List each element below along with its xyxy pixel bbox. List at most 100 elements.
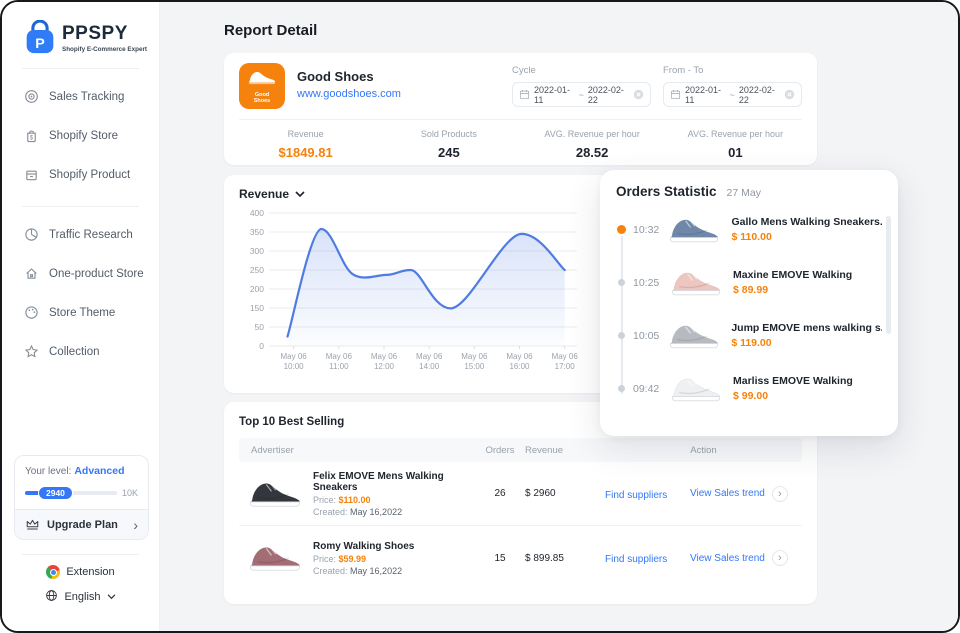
range-start-date: 2022-01-11 (685, 84, 722, 105)
view-sales-trend-link[interactable]: View Sales trend (690, 552, 765, 564)
svg-text:P: P (35, 36, 44, 52)
timeline-dot (618, 385, 625, 392)
sidebar-item-collection[interactable]: Collection (2, 332, 159, 371)
clear-icon[interactable] (784, 89, 795, 100)
metric-avg-revenue-per-hour: AVG. Revenue per hour 01 (664, 129, 807, 160)
chevron-right-button[interactable]: › (771, 485, 788, 502)
table-row: Felix EMOVE Mens Walking Sneakers Price:… (239, 462, 802, 526)
view-sales-trend-link[interactable]: View Sales trend (690, 488, 765, 499)
product-price: $110.00 (338, 494, 371, 505)
product-image (669, 266, 723, 300)
sidebar-item-shopify-product[interactable]: Shopify Product (2, 155, 159, 194)
product-image (667, 319, 721, 353)
column-orders: Orders (485, 444, 515, 456)
svg-text:350: 350 (250, 227, 264, 237)
card-divider (239, 119, 802, 120)
order-item[interactable]: 09:42 Marliss EMOVE Walking $ 99.00 (616, 362, 882, 415)
cycle-datepicker[interactable]: 2022-01-11 ~ 2022-02-22 (512, 82, 651, 107)
order-item[interactable]: 10:25 Maxine EMOVE Walking $ 89.99 (616, 256, 882, 309)
order-item[interactable]: 10:32 Gallo Mens Walking Sneakers... $ 1… (616, 203, 882, 256)
created-date: May 16,2022 (350, 506, 403, 517)
panel-scrollbar[interactable] (886, 216, 891, 334)
orders-timeline: 10:32 Gallo Mens Walking Sneakers... $ 1… (616, 203, 882, 415)
calendar-icon (519, 90, 530, 100)
metric-value: 28.52 (575, 145, 609, 160)
chrome-icon (46, 565, 61, 579)
clear-icon[interactable] (633, 89, 644, 100)
svg-text:300: 300 (250, 246, 264, 256)
order-time: 10:25 (633, 276, 660, 289)
product-name: Maxine EMOVE Walking (733, 269, 853, 281)
sidebar-divider (22, 206, 139, 207)
svg-text:$: $ (30, 134, 34, 141)
price-label: Price: (313, 494, 337, 505)
chart-title: Revenue (239, 187, 290, 201)
created-label: Created: (313, 565, 348, 576)
orders-count: 15 (494, 552, 506, 564)
extension-link[interactable]: Extension (46, 565, 115, 579)
orders-statistic-panel: Orders Statistic 27 May 10:32 Gallo Mens… (600, 170, 898, 436)
product-name: Marliss EMOVE Walking (733, 375, 853, 387)
sidebar-item-label: Shopify Product (49, 168, 131, 181)
orders-date: 27 May (726, 187, 761, 199)
metric-label: AVG. Revenue per hour (544, 129, 640, 139)
language-label: English (64, 591, 101, 603)
find-suppliers-link[interactable]: Find suppliers (605, 554, 668, 565)
level-value: Advanced (74, 465, 125, 477)
page-title: Report Detail (224, 22, 318, 39)
product-price: $59.99 (338, 553, 367, 564)
store-logo-caption: Good Shoes (253, 92, 271, 104)
upgrade-plan-button[interactable]: Upgrade Plan › (15, 509, 148, 539)
svg-text:200: 200 (250, 284, 264, 294)
store-url-link[interactable]: www.goodshoes.com (297, 88, 401, 100)
sidebar-item-shopify-store[interactable]: $ Shopify Store (2, 116, 159, 155)
from-to-datepicker[interactable]: 2022-01-11 ~ 2022-02-22 (663, 82, 802, 107)
find-suppliers-link[interactable]: Find suppliers (605, 489, 668, 501)
svg-text:0: 0 (259, 341, 264, 351)
product-image (247, 475, 303, 513)
store-bag-icon: $ (24, 128, 39, 143)
metric-value: 245 (438, 145, 460, 160)
chevron-down-icon (295, 190, 305, 197)
cycle-start-date: 2022-01-11 (534, 84, 571, 105)
sidebar-item-store-theme[interactable]: Store Theme (2, 293, 159, 332)
metric-label: Sold Products (420, 129, 477, 139)
revenue-metric-dropdown[interactable]: Revenue (239, 187, 802, 201)
sidebar-item-label: Sales Tracking (49, 90, 125, 103)
order-time: 09:42 (633, 382, 660, 395)
store-logo: Good Shoes (239, 63, 285, 109)
product-name: Felix EMOVE Mens Walking Sneakers (313, 470, 444, 493)
cycle-label: Cycle (512, 65, 536, 76)
price-label: Price: (313, 553, 337, 564)
chevron-right-icon: › (133, 516, 138, 533)
metrics-row: Revenue $1849.81 Sold Products 245 AVG. … (224, 120, 817, 160)
product-price: $ 119.00 (731, 337, 772, 349)
target-icon (24, 89, 39, 104)
star-icon (24, 344, 39, 359)
sidebar-item-label: Traffic Research (49, 228, 133, 241)
chevron-right-button[interactable]: › (771, 550, 788, 566)
product-box-icon (24, 167, 39, 182)
metric-revenue: Revenue $1849.81 (234, 129, 377, 160)
sidebar-item-one-product-store[interactable]: One-product Store (2, 254, 159, 293)
product-name: Romy Walking Shoes (313, 540, 415, 552)
sidebar-item-sales-tracking[interactable]: Sales Tracking (2, 77, 159, 116)
timeline-dot (617, 225, 626, 234)
home-icon (24, 266, 39, 281)
orders-title: Orders Statistic (616, 184, 717, 199)
order-item[interactable]: 10:05 Jump EMOVE mens walking s... $ 119… (616, 309, 882, 362)
language-selector[interactable]: English (45, 589, 115, 605)
level-progress-bar: 2940 (25, 486, 117, 500)
sidebar-item-traffic-research[interactable]: Traffic Research (2, 215, 159, 254)
store-name: Good Shoes (297, 69, 374, 84)
metric-value: 01 (728, 145, 743, 160)
date-separator: ~ (729, 89, 735, 100)
table-header: Advertiser Orders Revenue Action (239, 438, 802, 462)
sidebar-item-label: Collection (49, 345, 100, 358)
metric-avg-revenue-per-hour: AVG. Revenue per hour 28.52 (521, 129, 664, 160)
product-name: Jump EMOVE mens walking s... (731, 322, 882, 334)
sidebar-divider (22, 68, 139, 69)
